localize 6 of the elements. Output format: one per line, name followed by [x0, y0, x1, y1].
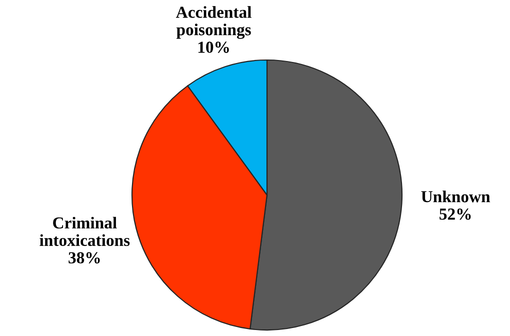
data-label: 52%	[440, 208, 471, 220]
data-label: 10%	[198, 42, 229, 53]
slice-label: Unknown	[421, 190, 490, 202]
slice-label: Accidental poisonings	[176, 6, 252, 39]
data-label: 38%	[68, 252, 100, 264]
slice-label: Criminal intoxications	[40, 216, 130, 246]
